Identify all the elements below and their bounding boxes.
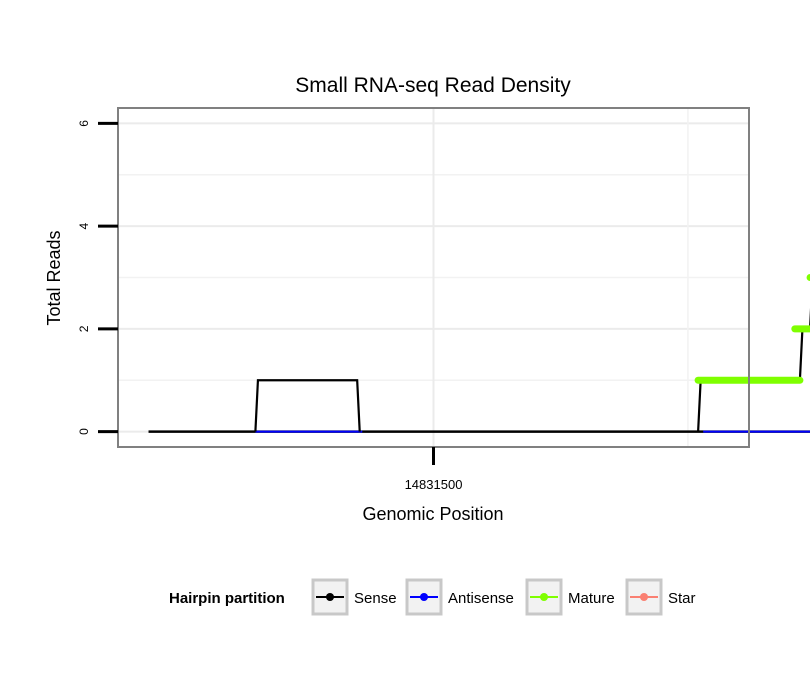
legend-point-antisense xyxy=(420,593,428,601)
y-axis: 0 2 4 6 xyxy=(77,120,118,435)
x-axis: 1483150014831400 xyxy=(405,447,463,492)
legend-point-star xyxy=(640,593,648,601)
legend-point-mature xyxy=(540,593,548,601)
chart-title: Small RNA-seq Read Density xyxy=(295,74,571,97)
y-tick-label: 0 xyxy=(77,428,91,435)
y-tick-label: 2 xyxy=(77,325,91,332)
x-axis-title: Genomic Position xyxy=(362,504,503,524)
x-tick-label: 14831500 xyxy=(405,477,463,492)
legend-entries: Sense Antisense Mature Star xyxy=(311,578,696,616)
legend: Hairpin partition Sense Antisense Mature St… xyxy=(169,578,696,616)
legend-label-mature: Mature xyxy=(568,590,615,607)
legend-title: Hairpin partition xyxy=(169,590,285,607)
legend-label-sense: Sense xyxy=(354,590,397,607)
legend-point-sense xyxy=(326,593,334,601)
sense-line xyxy=(254,379,361,432)
legend-label-star: Star xyxy=(668,590,696,607)
y-axis-title: Total Reads xyxy=(44,230,64,325)
plot-area xyxy=(117,107,810,448)
y-tick-label: 4 xyxy=(77,222,91,229)
y-tick-label: 6 xyxy=(77,120,91,127)
legend-label-antisense: Antisense xyxy=(448,590,514,607)
